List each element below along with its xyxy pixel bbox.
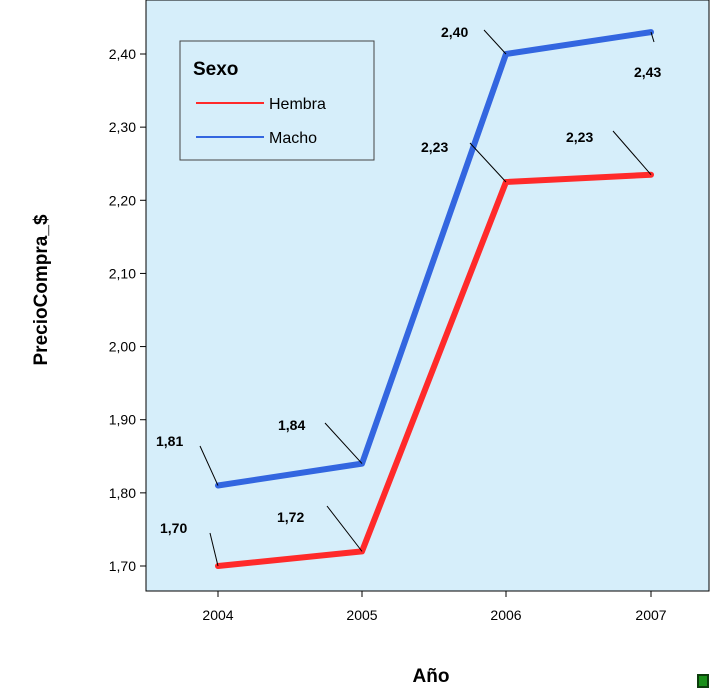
x-axis: 2004 2005 2006 2007	[202, 591, 667, 623]
x-tick-label: 2004	[202, 607, 233, 623]
y-axis-title: PrecioCompra_$	[31, 214, 52, 365]
series-layer	[215, 29, 654, 569]
leader-line	[199, 445, 219, 486]
y-tick-label: 1,70	[109, 558, 136, 574]
corner-marker	[697, 674, 709, 688]
y-tick-label: 1,80	[109, 485, 136, 501]
leader-line	[483, 29, 507, 55]
leader-line	[324, 422, 363, 464]
legend: Sexo Hembra Macho	[179, 40, 375, 161]
legend-label-hembra: Hembra	[269, 96, 326, 113]
leader-line	[326, 505, 363, 552]
data-label: 1,72	[277, 509, 304, 525]
legend-label-macho: Macho	[269, 130, 317, 147]
legend-title: Sexo	[193, 59, 238, 80]
y-tick-label: 1,90	[109, 412, 136, 428]
data-label: 1,84	[278, 417, 305, 433]
data-label: 1,70	[160, 520, 187, 536]
y-tick-label: 2,40	[109, 46, 136, 62]
y-tick-label: 2,20	[109, 192, 136, 208]
y-axis: 1,70 1,80 1,90 2,00 2,10 2,20 2,30 2,40	[109, 46, 146, 574]
y-tick-label: 2,10	[109, 265, 136, 281]
y-tick-label: 2,00	[109, 339, 136, 355]
x-tick-label: 2005	[346, 607, 377, 623]
x-axis-title: Año	[413, 666, 450, 687]
x-tick-label: 2006	[490, 607, 521, 623]
leader-line	[209, 532, 219, 567]
series-line-hembra	[215, 171, 654, 569]
data-label: 2,40	[441, 24, 468, 40]
series-line-macho	[215, 29, 654, 489]
leader-line	[469, 142, 507, 183]
data-label: 2,23	[566, 129, 593, 145]
data-labels: 1,70 1,72 2,23 2,23 1,81 1,84 2,40 2,43	[156, 24, 661, 567]
legend-box	[179, 40, 375, 161]
x-tick-label: 2007	[635, 607, 666, 623]
leader-line	[650, 31, 655, 43]
data-label: 1,81	[156, 433, 183, 449]
data-label: 2,43	[634, 64, 661, 80]
data-label: 2,23	[421, 139, 448, 155]
leader-line	[612, 130, 652, 176]
y-tick-label: 2,30	[109, 119, 136, 135]
